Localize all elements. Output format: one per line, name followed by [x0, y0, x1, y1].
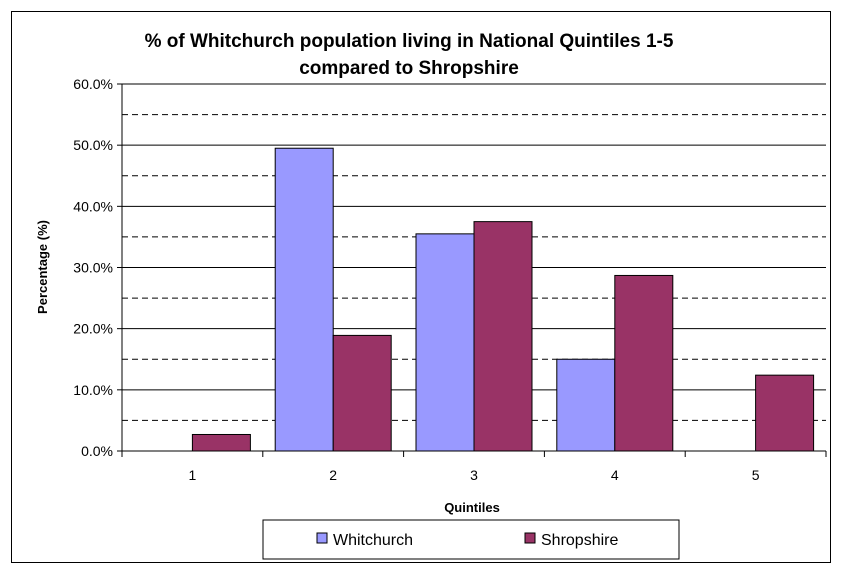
- legend: Whitchurch Shropshire: [262, 519, 680, 560]
- bar-whitchurch-3: [415, 233, 475, 452]
- legend-swatch-whitchurch: [316, 532, 328, 544]
- x-tick-label: 3: [470, 467, 478, 483]
- bar-whitchurch-2: [274, 147, 334, 452]
- bar-shropshire-2: [332, 334, 392, 452]
- bar-shropshire-4: [614, 274, 674, 452]
- x-tick-label: 2: [329, 467, 337, 483]
- bar-shropshire-1: [191, 433, 251, 452]
- axes: [117, 83, 827, 457]
- x-tick-label: 1: [189, 467, 197, 483]
- bars: [191, 147, 815, 452]
- legend-swatch-shropshire: [524, 532, 536, 544]
- x-tick-label: 5: [752, 467, 760, 483]
- legend-label-shropshire: Shropshire: [541, 532, 618, 549]
- bar-shropshire-3: [473, 221, 533, 452]
- chart-title-line-1: % of Whitchurch population living in Nat…: [145, 31, 674, 52]
- y-tick-label: 20.0%: [73, 321, 113, 337]
- bar-whitchurch-4: [556, 358, 616, 452]
- y-tick-label: 0.0%: [81, 443, 113, 459]
- y-axis-tick-labels: 0.0% 10.0% 20.0% 30.0% 40.0% 50.0% 60.0%: [73, 76, 113, 459]
- x-axis-tick-labels: 1 2 3 4 5: [189, 467, 760, 483]
- x-tick-label: 4: [611, 467, 619, 483]
- y-axis-title: Percentage (%): [35, 220, 50, 314]
- legend-box: [262, 519, 680, 560]
- y-tick-label: 10.0%: [73, 382, 113, 398]
- y-tick-label: 60.0%: [73, 76, 113, 92]
- y-tick-label: 40.0%: [73, 198, 113, 214]
- bar-shropshire-5: [755, 374, 815, 452]
- y-tick-label: 30.0%: [73, 260, 113, 276]
- y-tick-label: 50.0%: [73, 137, 113, 153]
- chart-title-line-2: compared to Shropshire: [299, 58, 519, 79]
- x-axis-title: Quintiles: [444, 500, 500, 515]
- legend-label-whitchurch: Whitchurch: [333, 532, 413, 549]
